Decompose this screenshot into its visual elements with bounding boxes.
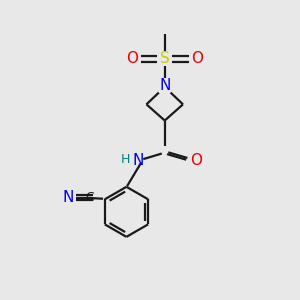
Text: N: N <box>159 78 170 93</box>
Text: O: O <box>190 153 202 168</box>
Text: C: C <box>86 191 94 204</box>
Text: N: N <box>133 153 144 168</box>
Text: H: H <box>121 153 130 166</box>
Text: N: N <box>62 190 74 205</box>
Text: O: O <box>126 51 138 66</box>
Text: O: O <box>191 51 203 66</box>
Text: S: S <box>160 51 169 66</box>
